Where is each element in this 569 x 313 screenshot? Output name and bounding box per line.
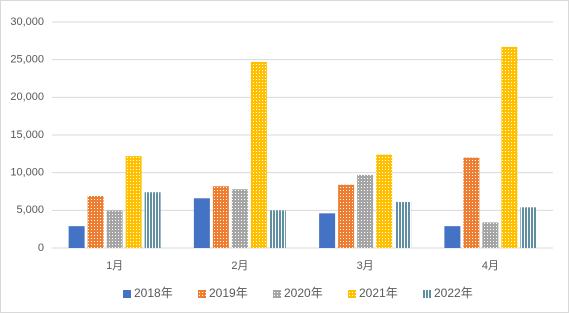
legend-label: 2021年 [359, 286, 398, 300]
y-tick-label: 20,000 [10, 91, 44, 103]
bar [395, 202, 412, 248]
bar [212, 186, 229, 248]
y-tick-label: 15,000 [10, 129, 44, 141]
bar [144, 192, 161, 248]
bar [501, 46, 518, 248]
bar [357, 174, 374, 248]
bar [482, 222, 499, 248]
bar [231, 189, 248, 248]
x-tick-label: 3月 [357, 260, 374, 272]
legend-swatch [273, 290, 281, 298]
legend-label: 2022年 [434, 286, 473, 300]
bar [269, 210, 286, 248]
y-tick-label: 25,000 [10, 54, 44, 66]
y-tick-label: 30,000 [10, 16, 44, 28]
y-tick-label: 5,000 [16, 204, 44, 216]
legend-swatch [198, 290, 206, 298]
legend: 2018年 2019年 2020年 2021年 2022年 [123, 286, 473, 300]
y-tick-label: 0 [38, 242, 44, 254]
bar [68, 226, 85, 248]
bar [106, 210, 123, 248]
legend-swatch [123, 290, 131, 298]
bar [193, 198, 210, 248]
bar [376, 154, 393, 248]
bar [87, 196, 104, 248]
bar [250, 61, 267, 248]
bar [338, 184, 355, 248]
bar [125, 156, 142, 248]
x-tick-label: 2月 [231, 260, 248, 272]
bar [444, 226, 461, 248]
bar [319, 213, 336, 248]
legend-swatch [423, 290, 431, 298]
legend-label: 2018年 [134, 286, 173, 300]
y-tick-label: 10,000 [10, 167, 44, 179]
legend-label: 2019年 [209, 286, 248, 300]
x-tick-label: 1月 [106, 260, 123, 272]
bar [463, 157, 480, 248]
bar [520, 207, 537, 248]
legend-label: 2020年 [284, 286, 323, 300]
legend-swatch [348, 290, 356, 298]
x-tick-label: 4月 [482, 260, 499, 272]
